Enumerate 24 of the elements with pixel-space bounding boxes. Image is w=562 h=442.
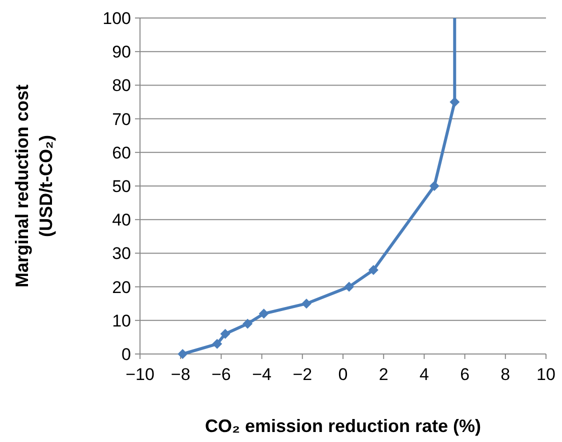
x-tick-label: −8 bbox=[170, 365, 190, 384]
x-tick-label: −4 bbox=[252, 365, 272, 384]
x-tick-label: −2 bbox=[292, 365, 312, 384]
y-tick-label: 0 bbox=[122, 344, 131, 364]
y-tick-label: 40 bbox=[112, 210, 131, 230]
y-tick-label: 100 bbox=[102, 8, 131, 28]
y-tick-label: 10 bbox=[112, 311, 131, 330]
y-tick-label: 50 bbox=[112, 176, 131, 196]
x-tick-label: 4 bbox=[419, 365, 429, 384]
x-tick-label: 0 bbox=[338, 365, 348, 384]
x-tick-label: 8 bbox=[500, 365, 510, 384]
x-tick-label: 6 bbox=[460, 365, 470, 384]
y-axis-title: Marginal reduction cost (USD/t-CO₂) bbox=[12, 84, 56, 288]
x-tick-label: 2 bbox=[378, 365, 388, 384]
y-tick-label: 60 bbox=[112, 143, 131, 162]
x-tick-label: −6 bbox=[212, 365, 231, 384]
x-tick-label: 10 bbox=[536, 365, 556, 384]
y-tick-label: 90 bbox=[112, 42, 131, 62]
x-axis-title: CO₂ emission reduction rate (%) bbox=[204, 416, 482, 436]
y-tick-label: 20 bbox=[112, 278, 131, 297]
y-tick-label: 80 bbox=[112, 76, 131, 96]
x-tick-label: −10 bbox=[126, 365, 154, 384]
y-tick-label: 70 bbox=[112, 110, 131, 129]
y-tick-label: 30 bbox=[112, 244, 131, 264]
